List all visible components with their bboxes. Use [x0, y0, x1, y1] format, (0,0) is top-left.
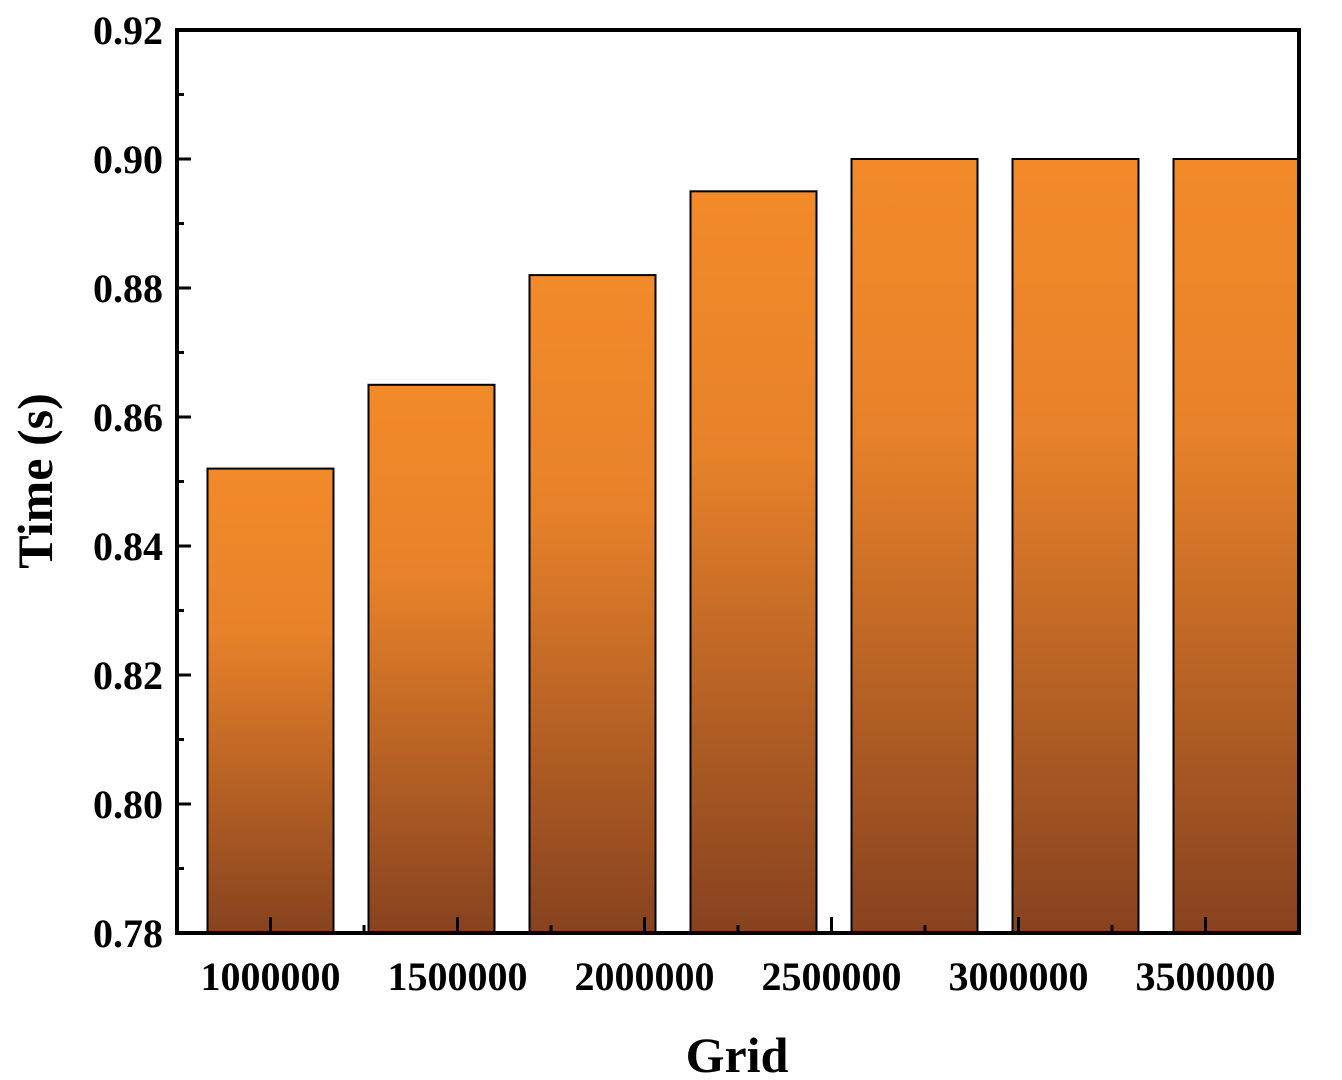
x-tick-label-4: 3000000: [949, 954, 1089, 999]
bar-6: [1172, 158, 1301, 934]
y-axis-title: Time (s): [7, 393, 63, 568]
x-tick-label-1: 1500000: [388, 954, 528, 999]
x-axis-title: Grid: [686, 1027, 789, 1080]
x-tick-label-5: 3500000: [1136, 954, 1276, 999]
labels-layer: 0.78 0.80 0.82 0.84 0.86 0.88 0.90 0.92 1000000 1…: [93, 8, 1276, 999]
bar-4: [850, 158, 979, 934]
bar-0: [206, 467, 335, 934]
y-tick-label-1: 0.80: [93, 782, 163, 827]
x-tick-label-3: 2500000: [762, 954, 902, 999]
bar-2: [528, 274, 657, 935]
plot-frame: [175, 28, 1301, 935]
bar-5: [1011, 158, 1140, 934]
y-tick-label-2: 0.82: [93, 653, 163, 698]
bars-layer: [206, 158, 1301, 935]
bar-1: [367, 383, 496, 934]
bar-3: [689, 190, 818, 935]
x-tick-label-2: 2000000: [575, 954, 715, 999]
y-tick-label-0: 0.78: [93, 911, 163, 956]
x-tick-label-0: 1000000: [201, 954, 341, 999]
y-tick-label-4: 0.86: [93, 395, 163, 440]
y-tick-label-7: 0.92: [93, 8, 163, 53]
y-tick-label-5: 0.88: [93, 266, 163, 311]
y-tick-label-6: 0.90: [93, 137, 163, 182]
y-tick-label-3: 0.84: [93, 524, 163, 569]
